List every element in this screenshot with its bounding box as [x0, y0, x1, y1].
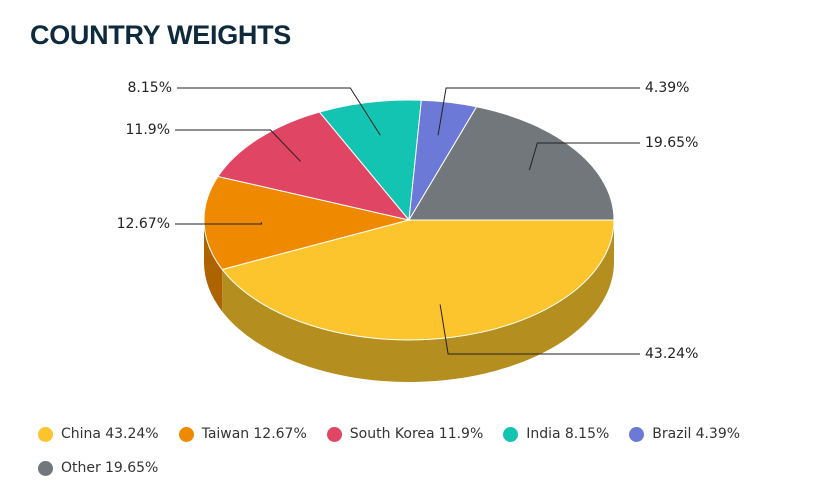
data-label: 8.15%: [128, 80, 172, 96]
legend-value: 19.65%: [104, 460, 159, 476]
slice: [203, 175, 410, 271]
legend-item[interactable]: Brazil 4.39%: [629, 424, 740, 444]
legend-value: 11.9%: [438, 426, 484, 442]
legend-item[interactable]: South Korea 11.9%: [326, 424, 484, 444]
leader-line: [175, 129, 301, 162]
slice: [318, 99, 422, 222]
legend-label: Brazil 4.39%: [652, 426, 740, 442]
legend-value: 8.15%: [564, 426, 610, 442]
legend-label: India 8.15%: [526, 426, 609, 442]
slice: [221, 219, 615, 341]
legend-name: India: [526, 426, 561, 442]
legend-name: Other: [61, 460, 101, 476]
data-label: 19.65%: [645, 135, 698, 151]
slice-side: [222, 220, 614, 383]
leader-line: [175, 222, 262, 225]
data-label: 11.9%: [126, 122, 170, 138]
legend-swatch: [503, 426, 519, 442]
legend-value: 43.24%: [105, 426, 159, 442]
slice: [217, 111, 411, 221]
legend-name: China: [61, 426, 101, 442]
slice-side: [204, 220, 223, 312]
legend-name: Brazil: [652, 426, 692, 442]
legend-name: Taiwan: [201, 426, 250, 442]
legend: China 43.24% Taiwan 12.67% South Korea 11.9% I…: [38, 424, 798, 478]
chart: 43.24% 12.67% 11.9% 8.15% 4.39% 19.65%: [117, 80, 698, 383]
legend-item[interactable]: China 43.24%: [38, 424, 159, 444]
leader-line: [528, 142, 640, 171]
legend-swatch: [178, 426, 194, 442]
legend-swatch: [629, 426, 645, 442]
data-label: 43.24%: [645, 346, 698, 362]
chart-title: COUNTRY WEIGHTS: [30, 20, 292, 50]
legend-item[interactable]: Taiwan 12.67%: [178, 424, 307, 444]
legend-label: South Korea 11.9%: [350, 426, 484, 442]
legend-swatch: [38, 460, 53, 476]
slice: [408, 106, 615, 221]
legend-item[interactable]: Other 19.65%: [38, 458, 158, 478]
data-label: 4.39%: [645, 80, 689, 96]
legend-value: 12.67%: [253, 426, 307, 442]
leader-line: [177, 87, 381, 136]
legend-value: 4.39%: [695, 426, 741, 442]
leader-line: [439, 304, 640, 355]
legend-label: Other 19.65%: [61, 460, 158, 476]
leader-line: [437, 87, 640, 136]
legend-item[interactable]: India 8.15%: [503, 424, 609, 444]
legend-label: China 43.24%: [61, 426, 159, 442]
legend-name: South Korea: [349, 426, 435, 442]
legend-swatch: [326, 426, 342, 442]
legend-swatch: [38, 426, 53, 442]
data-label: 12.67%: [117, 216, 170, 232]
legend-label: Taiwan 12.67%: [202, 426, 307, 442]
